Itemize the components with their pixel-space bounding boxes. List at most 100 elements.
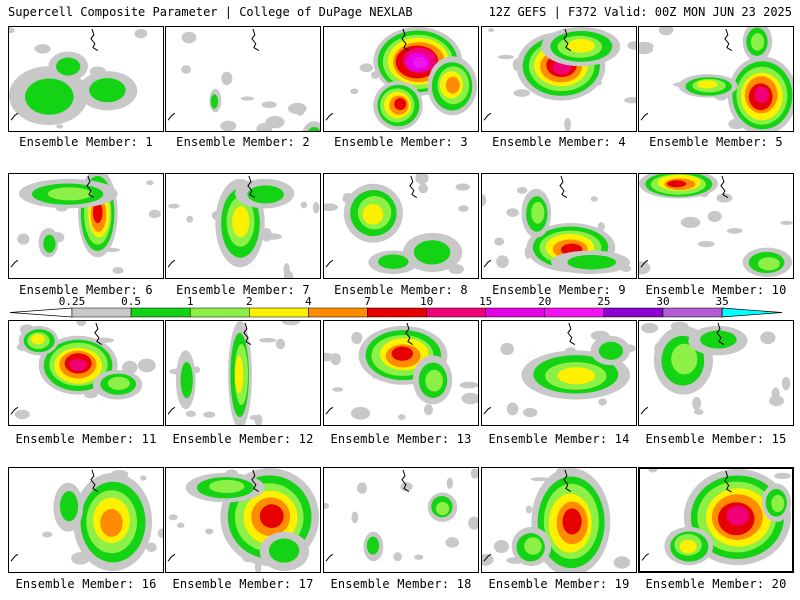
scp-contour-level-2 <box>567 254 616 270</box>
scp-contour-speck <box>350 88 359 95</box>
member-panel-3[interactable] <box>323 26 479 132</box>
scp-contour-speck <box>781 376 791 391</box>
member-panel-20[interactable] <box>638 467 794 573</box>
coastline-mark <box>167 553 176 562</box>
scp-contour-speck <box>185 410 197 417</box>
scp-contour-speck <box>34 44 51 54</box>
colorbar-tick-label: 1 <box>187 295 194 308</box>
scp-contour-speck <box>359 63 374 73</box>
scp-contour-speck <box>14 409 30 420</box>
member-panel-14[interactable] <box>481 320 637 426</box>
scp-contour-speck <box>137 358 156 373</box>
coastline-mark <box>243 322 252 345</box>
member-panel-17[interactable] <box>165 467 321 573</box>
scp-contour-speck <box>771 387 780 401</box>
member-panel-15[interactable] <box>638 320 794 426</box>
member-panel-4[interactable] <box>481 26 637 132</box>
member-caption-20: Ensemble Member: 20 <box>645 577 787 591</box>
scp-contour-speck <box>168 203 180 209</box>
member-panel-16[interactable] <box>8 467 164 573</box>
scp-contour-speck <box>400 482 413 492</box>
scp-contour-speck <box>493 540 510 553</box>
coastline-mark <box>563 469 572 492</box>
scp-contour-speck <box>275 338 286 350</box>
scp-contour-speck <box>148 209 161 219</box>
scp-contour-speck <box>76 321 87 327</box>
coastline-mark <box>325 406 334 415</box>
scp-contour-speck <box>112 267 124 274</box>
scp-contour-speck <box>324 203 338 212</box>
member-map-3 <box>325 27 478 131</box>
colorbar-tick-label: 4 <box>305 295 312 308</box>
colorbar-tick-label: 25 <box>597 295 610 308</box>
member-map-16 <box>10 469 163 572</box>
scp-contour-speck <box>281 321 300 326</box>
scp-contour-level-6 <box>667 180 687 188</box>
scp-contour-level-4 <box>557 367 596 385</box>
member-panel-2[interactable] <box>165 26 321 132</box>
scp-contour-speck <box>461 392 478 405</box>
scp-contour-speck <box>597 222 605 232</box>
scp-contour-speck <box>500 342 514 356</box>
scp-contour-speck <box>121 360 138 375</box>
member-panel-10[interactable] <box>638 173 794 279</box>
member-map-4 <box>483 27 636 131</box>
coastline-mark <box>86 175 95 198</box>
scp-contour-speck <box>415 174 429 185</box>
member-panel-11[interactable] <box>8 320 164 426</box>
member-panel-18[interactable] <box>323 467 479 573</box>
coastline-mark <box>167 112 176 121</box>
scp-contour-speck <box>351 331 363 345</box>
scp-contour-speck <box>446 477 453 489</box>
member-caption-1: Ensemble Member: 1 <box>19 135 153 149</box>
coastline-mark <box>10 259 19 268</box>
scp-contour-speck <box>639 261 651 275</box>
member-panel-1[interactable] <box>8 26 164 132</box>
scp-contour-speck <box>455 183 471 191</box>
scp-contour-level-4 <box>232 206 250 238</box>
member-panel-7[interactable] <box>165 173 321 279</box>
member-panel-13[interactable] <box>323 320 479 426</box>
member-panel-12[interactable] <box>165 320 321 426</box>
member-caption-11: Ensemble Member: 11 <box>15 432 157 446</box>
scp-contour-speck <box>530 477 550 482</box>
scp-contour-level-6 <box>391 346 414 361</box>
member-panel-19[interactable] <box>481 467 637 573</box>
scp-contour-level-3 <box>531 201 545 224</box>
scp-contour-speck <box>459 381 478 389</box>
coastline-mark <box>724 470 732 493</box>
scp-contour-speck <box>693 409 704 415</box>
scp-contour-speck <box>324 502 330 510</box>
colorbar-swatch <box>662 307 723 318</box>
member-caption-18: Ensemble Member: 18 <box>330 577 472 591</box>
scp-contour-level-3 <box>671 343 698 375</box>
colorbar-tick-label: 7 <box>364 295 371 308</box>
member-map-19 <box>482 468 631 572</box>
coastline-mark <box>724 28 733 51</box>
member-map-8 <box>324 174 471 275</box>
colorbar-min-arrow <box>10 307 73 318</box>
member-panel-5[interactable] <box>638 26 794 132</box>
member-map-14 <box>483 322 636 418</box>
scp-contour-speck <box>393 552 402 562</box>
member-map-9 <box>482 175 632 275</box>
member-caption-10: Ensemble Member: 10 <box>645 283 787 297</box>
scp-contour-level-2 <box>598 341 624 360</box>
scp-contour-level-6 <box>259 504 284 529</box>
coastline-mark <box>251 469 260 492</box>
scp-contour-speck <box>494 237 505 246</box>
member-caption-2: Ensemble Member: 2 <box>176 135 310 149</box>
coastline-mark <box>10 112 19 121</box>
member-panel-8[interactable] <box>323 173 479 279</box>
scp-contour-speck <box>181 31 197 44</box>
colorbar-tick-label: 10 <box>420 295 433 308</box>
colorbar-tick-label: 35 <box>715 295 728 308</box>
member-map-12 <box>167 321 300 425</box>
coastline-mark <box>251 28 260 51</box>
member-panel-9[interactable] <box>481 173 637 279</box>
scp-contour-speck <box>351 511 359 524</box>
scp-contour-level-4 <box>234 355 244 394</box>
scp-contour-level-2 <box>366 536 380 555</box>
member-panel-6[interactable] <box>8 173 164 279</box>
scp-contour-level-4 <box>697 80 718 89</box>
